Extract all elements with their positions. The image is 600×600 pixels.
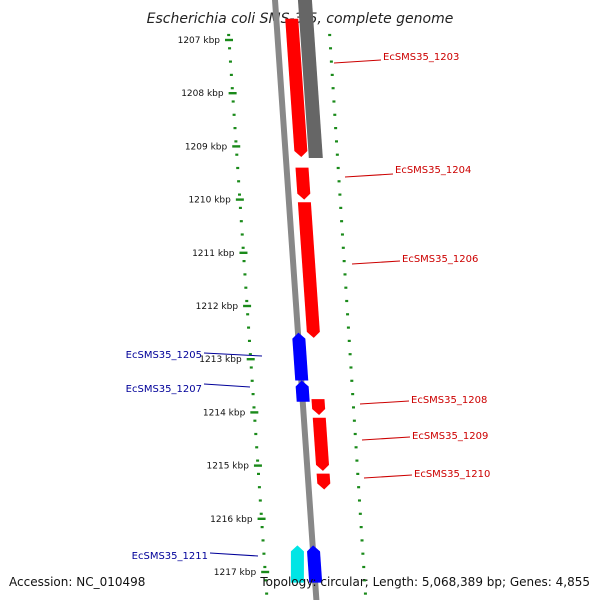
gene-label-EcSMS35_1208[interactable]: EcSMS35_1208 — [411, 395, 487, 406]
tick-label: 1216 kbp — [210, 515, 253, 525]
label-leader — [344, 173, 394, 178]
label-leader — [361, 436, 411, 441]
gene-label-EcSMS35_1209[interactable]: EcSMS35_1209 — [412, 431, 488, 442]
gene-label-EcSMS35_1205[interactable]: EcSMS35_1205 — [126, 350, 202, 361]
label-leader — [363, 474, 413, 479]
tick-label: 1207 kbp — [178, 36, 221, 46]
label-leader — [209, 552, 259, 557]
tick-label: 1209 kbp — [185, 142, 228, 152]
gene-EcSMS35_1210 — [316, 473, 331, 490]
tick-label: 1210 kbp — [188, 196, 231, 206]
gene-EcSMS35_1205 — [292, 332, 309, 381]
tick-label: 1211 kbp — [192, 249, 235, 259]
label-leader — [203, 352, 263, 357]
gene-EcSMS35_1206 — [297, 202, 320, 338]
tick-label: 1213 kbp — [199, 355, 242, 365]
gene-label-EcSMS35_1203[interactable]: EcSMS35_1203 — [383, 52, 459, 63]
gene-EcSMS35_1204 — [295, 167, 311, 200]
gene-EcSMS35_1209 — [312, 417, 330, 471]
label-leader — [351, 260, 401, 265]
topology-text: Topology: circular; Length: 5,068,389 bp… — [259, 575, 590, 589]
gene-EcSMS35_1208 — [311, 399, 326, 416]
label-leader — [359, 400, 410, 405]
gene-features — [285, 18, 331, 583]
tick-label: 1217 kbp — [214, 568, 257, 578]
gene-label-EcSMS35_1210[interactable]: EcSMS35_1210 — [414, 469, 490, 480]
gray-feature — [297, 0, 323, 158]
gene-cyan-feature — [290, 545, 304, 583]
gene-EcSMS35_1203 — [285, 18, 308, 158]
kbp-ruler: 1207 kbp 1208 kbp 1209 kbp 1210 kbp 1211 kbp… — [178, 33, 367, 595]
gene-labels: EcSMS35_1203 EcSMS35_1204 EcSMS35_1206 EcSM… — [126, 52, 491, 562]
gene-label-EcSMS35_1211[interactable]: EcSMS35_1211 — [132, 551, 208, 562]
gene-label-EcSMS35_1204[interactable]: EcSMS35_1204 — [395, 165, 471, 176]
label-leader — [203, 383, 251, 388]
tick-label: 1214 kbp — [203, 408, 246, 418]
label-leader — [333, 59, 382, 64]
tick-label: 1212 kbp — [196, 302, 239, 312]
tick-label: 1208 kbp — [181, 89, 224, 99]
gene-EcSMS35_1211 — [307, 545, 323, 583]
gene-EcSMS35_1207 — [295, 380, 310, 402]
gene-label-EcSMS35_1206[interactable]: EcSMS35_1206 — [402, 254, 478, 265]
gene-label-EcSMS35_1207[interactable]: EcSMS35_1207 — [126, 384, 202, 395]
genome-backbone — [272, 0, 323, 600]
tick-label: 1215 kbp — [207, 462, 250, 472]
accession-text: Accession: NC_010498 — [9, 575, 145, 589]
backbone-line — [272, 0, 320, 600]
